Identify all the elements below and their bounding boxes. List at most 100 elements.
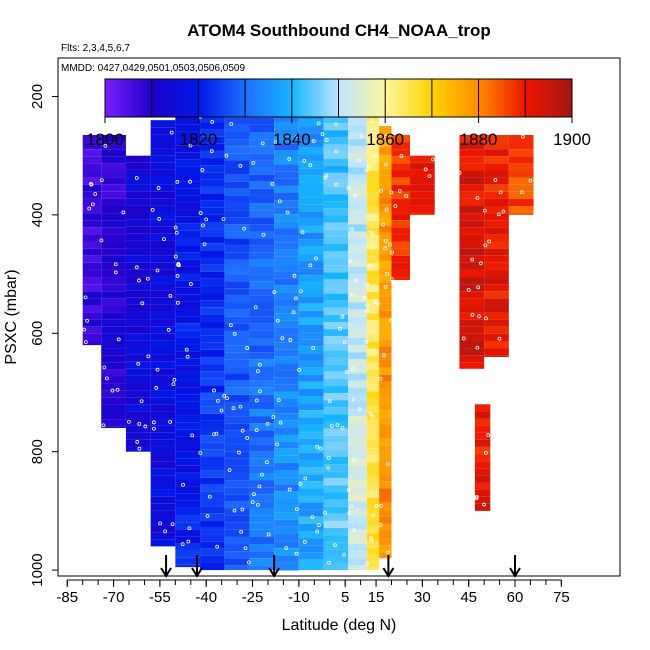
heatmap-cell <box>150 496 176 504</box>
heatmap-cell <box>323 393 349 401</box>
sample-point <box>146 354 151 359</box>
heatmap-cell <box>175 465 201 473</box>
sample-point <box>198 211 203 215</box>
heatmap-cell <box>379 452 392 460</box>
heatmap-cell <box>249 437 275 445</box>
heatmap-cell <box>366 235 380 243</box>
x-tick-label: 15 <box>368 589 385 606</box>
heatmap-cell <box>200 172 225 180</box>
heatmap-cell <box>348 551 367 559</box>
heatmap-cell <box>366 128 380 136</box>
heatmap-cell <box>200 158 225 166</box>
profile-column <box>410 155 435 215</box>
heatmap-cell <box>200 392 225 400</box>
heatmap-cell <box>224 117 250 125</box>
heatmap-cell <box>224 430 250 438</box>
sample-point <box>219 408 224 413</box>
heatmap-cell <box>101 156 126 164</box>
heatmap-cell <box>298 204 324 212</box>
heatmap-cell <box>348 231 367 239</box>
heatmap-cell <box>298 140 324 148</box>
heatmap-cell <box>391 277 411 280</box>
heatmap-cell <box>125 304 151 312</box>
heatmap-cell <box>323 116 349 124</box>
heatmap-cell <box>82 213 102 221</box>
heatmap-cell <box>348 409 367 417</box>
heatmap-cell <box>366 192 380 200</box>
heatmap-cell <box>348 330 367 339</box>
profile-column <box>323 87 349 571</box>
heatmap-cell <box>298 509 324 517</box>
heatmap-cell <box>82 241 102 249</box>
heatmap-cell <box>323 485 349 493</box>
sample-point <box>364 303 369 308</box>
heatmap-cell <box>348 487 367 495</box>
heatmap-cell <box>274 235 299 243</box>
heatmap-cell <box>224 345 250 353</box>
heatmap-cell <box>150 354 176 362</box>
heatmap-cell <box>150 347 176 355</box>
heatmap-cell <box>348 480 367 488</box>
heatmap-cell <box>200 477 225 485</box>
heatmap-cell <box>175 429 201 437</box>
heatmap-cell <box>175 543 201 551</box>
heatmap-cell <box>274 143 299 151</box>
heatmap-cell <box>224 529 250 537</box>
heatmap-cell <box>101 284 126 292</box>
heatmap-cell <box>474 496 491 504</box>
sample-point <box>157 217 162 221</box>
heatmap-cell <box>484 241 509 249</box>
colorbar-tick-label: 1840 <box>273 130 311 149</box>
heatmap-cell <box>298 346 324 354</box>
profile-column <box>82 134 102 346</box>
sample-point <box>367 164 372 169</box>
heatmap-cell <box>298 168 324 176</box>
heatmap-cell <box>224 238 250 246</box>
x-tick-label: -10 <box>288 589 310 606</box>
x-tick-label: 75 <box>553 589 570 606</box>
heatmap-cell <box>82 191 102 199</box>
heatmap-cell <box>200 342 225 350</box>
sample-point <box>240 507 245 512</box>
sample-point <box>284 546 289 551</box>
sample-point <box>344 370 349 374</box>
heatmap-cell <box>379 346 392 354</box>
x-tick-label: 5 <box>341 589 349 606</box>
heatmap-cell <box>298 282 324 290</box>
heatmap-cell <box>298 197 324 205</box>
heatmap-cell <box>379 225 392 233</box>
sample-point <box>397 189 402 193</box>
sample-point <box>143 424 148 429</box>
heatmap-cell <box>379 133 392 141</box>
heatmap-cell <box>298 559 324 567</box>
heatmap-cell <box>348 387 367 395</box>
heatmap-cell <box>298 495 324 503</box>
x-tick-label: -55 <box>149 589 171 606</box>
heatmap-cell <box>150 539 176 547</box>
heatmap-cell <box>410 198 435 206</box>
sample-point <box>207 494 212 499</box>
sample-point <box>364 339 369 344</box>
profile-column <box>150 120 176 547</box>
heatmap-cell <box>224 515 250 523</box>
heatmap-cell <box>249 259 275 267</box>
heatmap-cell <box>274 242 299 250</box>
heatmap-cell <box>366 263 380 271</box>
heatmap-cell <box>274 335 299 343</box>
heatmap-cell <box>175 159 201 167</box>
sample-point <box>385 272 390 276</box>
sample-point <box>457 171 462 175</box>
heatmap-cell <box>249 238 275 246</box>
heatmap-cell <box>298 459 324 468</box>
heatmap-cell <box>274 569 299 571</box>
heatmap-cell <box>150 212 176 220</box>
heatmap-cell <box>274 398 299 407</box>
heatmap-cell <box>101 340 126 349</box>
heatmap-cell <box>175 209 201 217</box>
sample-point <box>256 369 260 373</box>
heatmap-cell <box>200 293 225 301</box>
heatmap-cell <box>175 174 201 182</box>
sample-point <box>318 446 323 451</box>
heatmap-cell <box>249 430 275 438</box>
